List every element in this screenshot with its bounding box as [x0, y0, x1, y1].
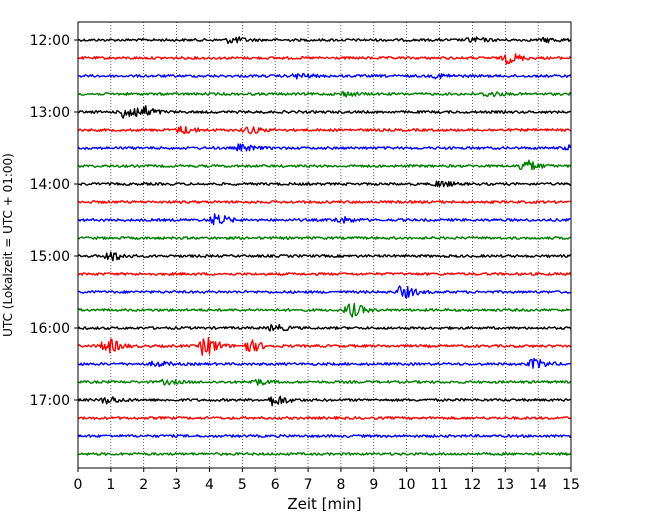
trace-1445	[77, 236, 572, 240]
trace-1715	[77, 416, 572, 420]
grid-lines	[110, 22, 539, 468]
x-axis-ticks: 0 1 2 3 4 5 6 7 8 9 10 11 12 13 14 15	[74, 468, 580, 493]
y-tick-label-14:00: 14:00	[30, 177, 70, 193]
trace-1300	[77, 105, 572, 119]
x-tick-label-5: 5	[238, 477, 247, 493]
x-tick-label-15: 15	[562, 477, 580, 493]
y-tick-label-13:00: 13:00	[30, 105, 70, 121]
trace-1330	[77, 143, 572, 152]
trace-1245	[77, 90, 572, 98]
x-tick-label-10: 10	[398, 477, 416, 493]
trace-1630	[77, 357, 572, 369]
trace-1230	[77, 72, 572, 80]
y-axis-ticks: 12:00 13:00 14:00 15:00 16:00 17:00	[30, 33, 78, 409]
x-tick-label-8: 8	[336, 477, 345, 493]
y-tick-label-15:00: 15:00	[30, 249, 70, 265]
trace-1515	[77, 272, 572, 276]
trace-1615	[77, 336, 572, 356]
trace-1545	[77, 302, 572, 318]
trace-1745	[77, 452, 572, 456]
x-tick-label-14: 14	[529, 477, 547, 493]
y-axis-label: UTC (Lokalzeit = UTC + 01:00)	[1, 153, 15, 337]
trace-1530	[77, 285, 572, 299]
trace-1730	[77, 434, 572, 438]
x-tick-label-13: 13	[496, 477, 514, 493]
trace-1600	[77, 323, 572, 332]
x-tick-label-0: 0	[74, 477, 83, 493]
x-tick-label-11: 11	[431, 477, 449, 493]
x-tick-label-7: 7	[304, 477, 313, 493]
x-tick-label-9: 9	[369, 477, 378, 493]
x-tick-label-4: 4	[205, 477, 214, 493]
trace-1345	[77, 159, 572, 171]
x-tick-label-6: 6	[271, 477, 280, 493]
y-tick-label-12:00: 12:00	[30, 33, 70, 49]
trace-1215	[77, 53, 572, 65]
trace-1200	[77, 36, 572, 45]
trace-1415	[77, 200, 572, 204]
trace-1700	[77, 395, 572, 407]
trace-1400	[77, 180, 572, 188]
trace-1315	[77, 125, 572, 135]
trace-1645	[77, 378, 572, 386]
x-axis-label: Zeit [min]	[287, 495, 361, 513]
x-tick-label-3: 3	[172, 477, 181, 493]
x-tick-label-1: 1	[106, 477, 115, 493]
seismic-traces	[77, 36, 572, 456]
trace-1430	[77, 213, 572, 226]
y-tick-label-17:00: 17:00	[30, 393, 70, 409]
x-tick-label-2: 2	[139, 477, 148, 493]
y-tick-label-16:00: 16:00	[30, 321, 70, 337]
trace-1500	[77, 251, 572, 262]
plot-frame	[77, 21, 572, 469]
x-tick-label-12: 12	[463, 477, 481, 493]
